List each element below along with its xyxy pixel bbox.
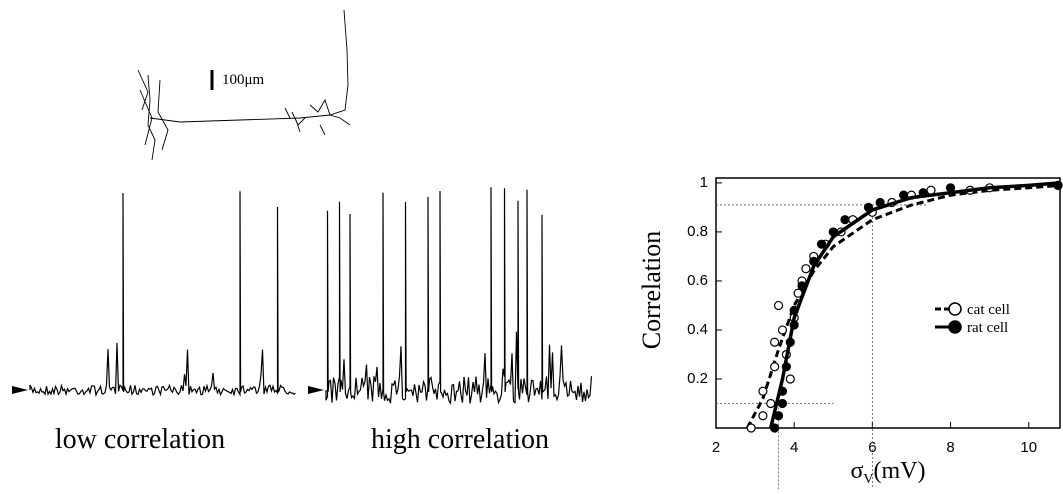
x-axis-label: σV(mV) xyxy=(850,458,925,487)
data-point xyxy=(781,362,791,372)
y-tick-label: 1 xyxy=(700,174,708,191)
y-tick-label: 0.4 xyxy=(687,321,708,338)
data-point xyxy=(828,227,838,237)
trace-label: low correlation xyxy=(55,424,225,455)
data-point xyxy=(766,398,776,409)
y-tick-label: 0.2 xyxy=(687,370,708,387)
x-tick-label: 10 xyxy=(1020,439,1037,456)
data-point xyxy=(801,264,811,274)
data-point xyxy=(758,386,768,396)
data-point xyxy=(777,386,788,396)
data-point xyxy=(758,411,768,421)
neuron xyxy=(137,9,351,161)
data-point xyxy=(773,300,784,311)
arrow xyxy=(308,386,324,394)
data-point xyxy=(789,320,799,330)
data-point xyxy=(770,337,780,347)
data-point xyxy=(773,411,784,421)
data-point xyxy=(918,188,928,198)
data-point xyxy=(863,202,874,213)
data-point xyxy=(816,239,827,249)
y-axis-label: Correlation xyxy=(637,231,666,349)
data-point xyxy=(809,256,819,266)
trace-label: high correlation xyxy=(371,424,549,455)
legend-marker xyxy=(948,302,962,316)
data-point xyxy=(770,362,780,372)
legend-label: cat cell xyxy=(967,302,1010,318)
x-tick-label: 8 xyxy=(946,439,954,456)
voltage-trace xyxy=(29,191,296,398)
data-point xyxy=(770,423,780,433)
x-axis-symbol: σ xyxy=(850,458,863,484)
voltage-trace xyxy=(325,187,593,405)
plot-frame xyxy=(715,177,1061,429)
data-point xyxy=(840,215,850,225)
legend-label: rat cell xyxy=(967,320,1008,336)
legend-marker xyxy=(948,320,962,334)
x-axis-subscript: V xyxy=(863,472,873,487)
data-point xyxy=(875,197,885,208)
x-tick-label: 4 xyxy=(790,439,798,456)
arrow xyxy=(12,386,28,394)
data-point xyxy=(789,305,799,315)
x-axis-unit: (mV) xyxy=(874,458,926,484)
data-point xyxy=(785,374,795,384)
data-point xyxy=(945,183,956,193)
scale-bar-label: 100μm xyxy=(222,72,265,88)
data-point xyxy=(797,281,807,291)
data-point xyxy=(777,398,788,409)
y-tick-label: 0.6 xyxy=(687,272,708,289)
data-point xyxy=(1053,180,1063,190)
data-point xyxy=(746,423,756,433)
data-point xyxy=(785,337,795,347)
x-tick-label: 2 xyxy=(712,439,720,456)
y-tick-label: 0.8 xyxy=(687,223,708,240)
fit-line xyxy=(768,181,1061,429)
data-point xyxy=(899,190,909,200)
data-point xyxy=(777,325,788,335)
fit-line xyxy=(745,183,1061,429)
x-tick-label: 6 xyxy=(868,439,876,456)
